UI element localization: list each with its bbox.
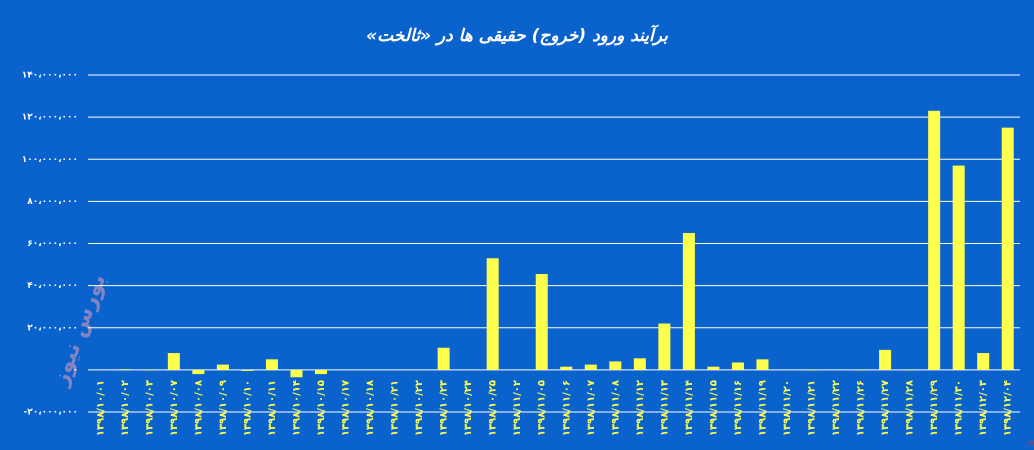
bar <box>952 165 965 370</box>
x-tick-label: ۱۳۹۸/۱۰/۲۳ <box>439 380 450 436</box>
x-tick-label: ۱۳۹۸/۱۰/۰۱ <box>95 380 106 436</box>
x-tick-label: ۱۳۹۸/۱۱/۱۶ <box>733 380 744 436</box>
bar <box>854 369 867 371</box>
bar <box>633 358 646 370</box>
x-tick-label: ۱۳۹۸/۱۲/۰۴ <box>1003 380 1014 436</box>
bar <box>560 366 573 370</box>
bar <box>265 359 278 370</box>
bar <box>486 258 499 370</box>
x-tick-label: ۱۳۹۸/۱۱/۰۷ <box>586 380 597 436</box>
bar <box>216 364 229 370</box>
x-tick-label: ۱۳۹۸/۱۰/۲۲ <box>414 380 425 436</box>
x-tick-label: ۱۳۹۸/۱۰/۰۸ <box>193 380 204 436</box>
x-tick-label: ۱۳۹۸/۱۱/۱۵ <box>708 380 719 436</box>
bar <box>805 369 818 371</box>
y-tick-label: ۱۲۰،۰۰۰،۰۰۰ <box>22 113 78 123</box>
x-tick-label: ۱۳۹۸/۱۱/۱۹ <box>757 380 768 436</box>
x-tick-label: ۱۳۹۸/۱۰/۰۹ <box>218 380 229 436</box>
bar <box>609 361 622 370</box>
x-tick-label: ۱۳۹۸/۱۰/۲۴ <box>463 380 474 436</box>
bar <box>241 369 254 371</box>
bar <box>707 366 720 370</box>
x-tick-label: ۱۳۹۸/۱۰/۱۴ <box>291 380 302 436</box>
x-tick-label: ۱۳۹۸/۱۱/۲۷ <box>880 380 891 436</box>
x-tick-label: ۱۳۹۸/۱۱/۱۲ <box>635 380 646 436</box>
x-tick-label: ۱۳۹۸/۱۱/۰۲ <box>512 380 523 436</box>
bar <box>682 232 695 370</box>
x-tick-label: ۱۳۹۸/۱۰/۲۵ <box>488 380 499 436</box>
source-mark: بورس نیوز <box>1027 436 1034 446</box>
y-tick-label: ۱۰۰،۰۰۰،۰۰۰ <box>22 155 78 165</box>
x-tick-label: ۱۳۹۸/۱۱/۲۸ <box>905 380 916 436</box>
y-tick-label: ۲۰،۰۰۰،۰۰۰ <box>27 323 78 333</box>
bar <box>290 369 303 378</box>
x-tick-label: ۱۳۹۸/۱۱/۲۱ <box>807 380 818 436</box>
y-tick-label: ۸۰،۰۰۰،۰۰۰ <box>27 197 78 207</box>
bar <box>118 369 131 370</box>
bar <box>315 369 327 375</box>
bar <box>658 323 671 370</box>
x-tick-label: ۱۳۹۸/۱۱/۲۲ <box>831 380 842 436</box>
x-tick-label: ۱۳۹۸/۱۱/۳۰ <box>954 380 965 436</box>
bar <box>1001 127 1014 370</box>
x-tick-label: ۱۳۹۸/۱۰/۰۳ <box>144 380 155 436</box>
x-tick-label: ۱۳۹۸/۱۱/۰۸ <box>610 380 621 436</box>
bar <box>143 369 156 371</box>
x-tick-label: ۱۳۹۸/۱۰/۲۱ <box>390 380 401 436</box>
y-tick-label: ۱۴۰،۰۰۰،۰۰۰ <box>22 71 78 81</box>
chart-title: برآیند ورود (خروج) حقیقی ها در «ثالخت» <box>366 24 668 46</box>
bar <box>977 353 990 370</box>
bar <box>903 369 916 371</box>
bar <box>731 362 744 370</box>
x-tick-label: ۱۳۹۸/۱۱/۱۴ <box>684 380 695 436</box>
x-tick-label: ۱۳۹۸/۱۰/۰۲ <box>120 380 131 436</box>
x-tick-label: ۱۳۹۸/۱۱/۲۹ <box>929 380 940 436</box>
x-tick-label: ۱۳۹۸/۱۱/۰۵ <box>537 380 548 436</box>
x-tick-label: ۱۳۹۸/۱۱/۱۳ <box>659 380 670 436</box>
x-tick-label: ۱۳۹۸/۱۱/۰۶ <box>561 380 572 436</box>
bar <box>535 274 548 370</box>
y-tick-label: ۰ <box>73 365 79 375</box>
x-tick-label: ۱۳۹۸/۱۰/۰۷ <box>169 380 180 436</box>
x-tick-label: ۱۳۹۸/۱۰/۱۰ <box>242 380 253 436</box>
bar <box>756 359 769 370</box>
x-tick-label: ۱۳۹۸/۱۰/۱۷ <box>341 380 352 436</box>
x-tick-label: ۱۳۹۸/۱۰/۱۸ <box>365 380 376 436</box>
x-tick-label: ۱۳۹۸/۱۰/۱۵ <box>316 380 327 436</box>
x-tick-label: ۱۳۹۸/۱۱/۲۶ <box>856 380 867 436</box>
x-tick-label: ۱۳۹۸/۱۲/۰۳ <box>978 380 989 436</box>
y-tick-label: ۶۰،۰۰۰،۰۰۰ <box>27 239 78 249</box>
x-tick-label: ۱۳۹۸/۱۰/۱۱ <box>267 380 278 436</box>
bar <box>928 110 941 370</box>
y-tick-label: ۴۰،۰۰۰،۰۰۰ <box>27 281 78 291</box>
bar <box>879 349 892 370</box>
y-tick-label: -۲۰،۰۰۰،۰۰۰ <box>23 408 78 418</box>
bar <box>437 347 450 370</box>
bar <box>167 353 180 370</box>
bar <box>192 369 205 375</box>
bar <box>584 364 597 370</box>
x-tick-label: ۱۳۹۸/۱۱/۲۰ <box>782 380 793 436</box>
